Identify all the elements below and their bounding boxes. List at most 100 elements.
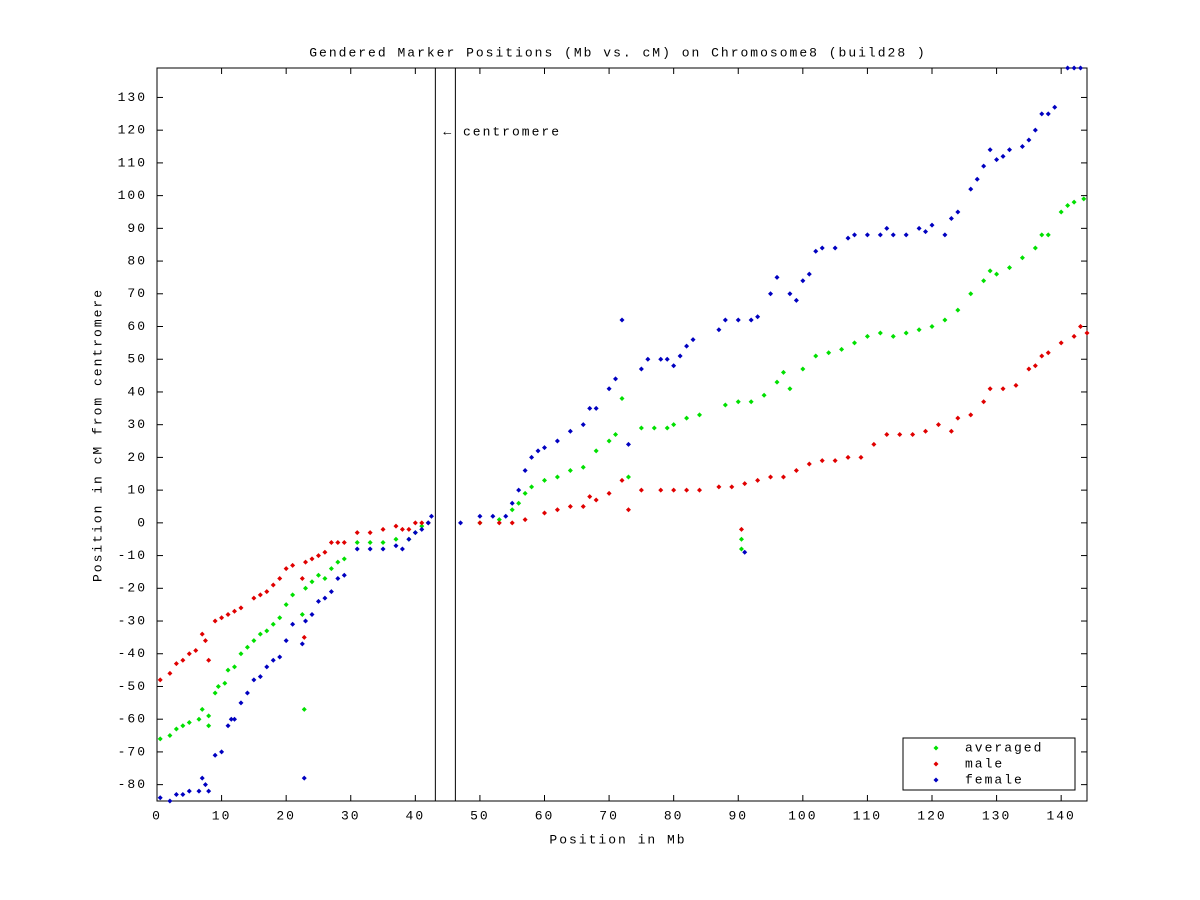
x-tick-label: 0 [152, 808, 162, 823]
point [199, 631, 205, 637]
point [864, 333, 870, 339]
point [529, 484, 535, 490]
point [613, 376, 619, 382]
point [916, 327, 922, 333]
y-tick-label: 20 [127, 450, 147, 465]
point [729, 484, 735, 490]
point [852, 340, 857, 346]
point [257, 674, 263, 680]
point [974, 176, 980, 182]
x-tick-label: 110 [853, 808, 882, 823]
point [199, 706, 205, 712]
point [264, 664, 270, 670]
point [1065, 202, 1071, 208]
point [658, 487, 664, 493]
point [393, 536, 399, 542]
point [664, 356, 670, 362]
point [419, 526, 425, 532]
point [793, 467, 799, 473]
point [942, 232, 948, 238]
point [774, 274, 780, 280]
point [923, 428, 929, 434]
point [303, 559, 309, 565]
point [884, 432, 890, 437]
point [341, 539, 347, 545]
point [1007, 147, 1012, 153]
point [186, 651, 192, 657]
point [1000, 386, 1006, 392]
point [425, 520, 431, 526]
point [270, 582, 276, 588]
point [755, 477, 761, 483]
point [1039, 232, 1045, 238]
y-tick-label: -40 [118, 646, 147, 661]
point [542, 510, 547, 516]
point [509, 520, 515, 526]
point [942, 317, 948, 323]
point [380, 526, 386, 532]
point [580, 464, 586, 470]
x-axis-label: Position in Mb [549, 832, 686, 847]
point [738, 546, 744, 552]
point [852, 232, 857, 238]
point [658, 356, 664, 362]
point [1071, 333, 1077, 339]
point [1081, 196, 1087, 202]
point [354, 539, 360, 545]
x-tick-label: 40 [406, 808, 426, 823]
point [890, 232, 896, 238]
point [606, 438, 612, 444]
point [315, 598, 321, 604]
point [264, 628, 270, 634]
point [322, 595, 328, 601]
point [554, 438, 560, 444]
point [212, 618, 218, 624]
point [697, 412, 702, 418]
y-tick-label: 40 [127, 384, 147, 399]
point [748, 317, 754, 323]
point [625, 507, 631, 513]
y-tick-label: 30 [127, 417, 147, 432]
point [677, 353, 683, 359]
point [619, 396, 625, 402]
legend-marker [933, 761, 939, 767]
point [232, 664, 237, 670]
x-tick-label: 70 [599, 808, 619, 823]
point [277, 654, 283, 660]
point [554, 507, 560, 513]
point [884, 225, 890, 231]
point [354, 530, 360, 536]
point [328, 589, 334, 595]
point [157, 795, 163, 801]
point [800, 278, 806, 284]
x-tick-label: 60 [535, 808, 555, 823]
point [981, 278, 987, 284]
point [212, 752, 218, 758]
point [542, 445, 547, 451]
y-tick-label: 0 [137, 515, 147, 530]
point [787, 386, 793, 392]
legend-label: male [965, 756, 1004, 771]
point [516, 500, 522, 506]
point [309, 611, 315, 617]
point [1071, 199, 1077, 205]
point [916, 225, 922, 231]
point [587, 405, 593, 411]
point [897, 432, 903, 437]
y-tick-label: 50 [127, 352, 147, 367]
point [196, 788, 202, 794]
point [367, 539, 373, 545]
point [923, 229, 929, 235]
point [606, 490, 612, 496]
point [613, 432, 619, 437]
point [244, 690, 250, 696]
point [987, 386, 993, 392]
point [299, 575, 305, 581]
point [1026, 137, 1032, 143]
point [301, 775, 307, 781]
point [270, 657, 276, 663]
point [367, 546, 373, 552]
point [1058, 340, 1064, 346]
point [264, 589, 270, 595]
point [755, 314, 761, 320]
